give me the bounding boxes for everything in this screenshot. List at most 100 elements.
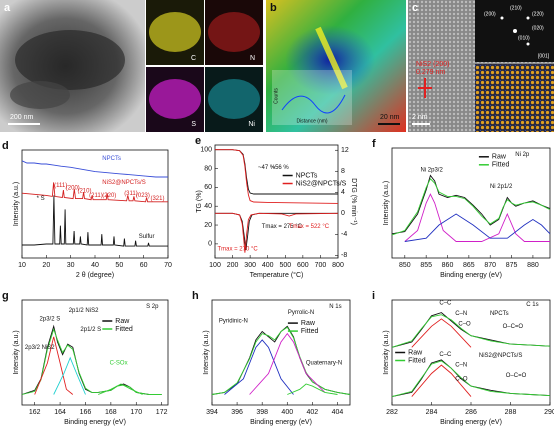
annotation: (220) xyxy=(102,193,116,199)
map-signal xyxy=(208,79,260,119)
x-tick-label: 10 xyxy=(18,262,26,269)
plot-frame xyxy=(21,299,169,406)
x-tick-label: 166 xyxy=(80,409,92,416)
inset xyxy=(272,70,352,125)
annotation: Tmax = 275 °C xyxy=(262,224,303,230)
y2-tick-label: 4 xyxy=(341,189,345,196)
annotation: C–C xyxy=(439,301,452,307)
annotation: NPCTs xyxy=(490,311,509,317)
x-tick-label: 875 xyxy=(506,262,518,269)
annotation: Pyrrolic-N xyxy=(288,310,314,316)
fft-label: (200) xyxy=(484,11,496,17)
series-line xyxy=(411,364,472,397)
panel-label: i xyxy=(372,290,375,302)
panel-c: NiS2 (200) 0.279 nm (200) (210) (220) (0… xyxy=(408,0,554,132)
x-tick-label: 300 xyxy=(244,262,256,269)
x-tick-label: 870 xyxy=(484,262,496,269)
chart: i 282 284 286 288 290 Binding energy (eV) Inten… xyxy=(372,290,554,426)
annotation: O–C=O xyxy=(506,373,527,379)
annotation: ~56 % xyxy=(272,165,290,171)
series-line xyxy=(21,160,168,178)
series-line xyxy=(391,314,551,348)
annotation: (311) xyxy=(124,191,138,197)
series-line xyxy=(391,178,551,236)
tube xyxy=(15,30,125,90)
lattice-inset xyxy=(475,64,554,132)
x-tick-label: 394 xyxy=(206,409,218,416)
y-tick-label: 80 xyxy=(204,165,212,172)
scale-text: 2 nm xyxy=(412,114,428,121)
series-line xyxy=(404,213,551,242)
fft-spot xyxy=(500,16,504,20)
annotation: C-SOx xyxy=(110,361,128,367)
series-line xyxy=(98,383,143,395)
annotation: N 1s xyxy=(329,304,341,310)
scale-text: 200 nm xyxy=(10,114,34,121)
legend-label: NiS2@NPCTs/S xyxy=(296,180,347,187)
annotation: C–C xyxy=(439,352,452,358)
annotation: NiS2@NPCTs/S xyxy=(102,180,145,186)
x-tick-label: 860 xyxy=(442,262,454,269)
x-axis-title: Binding energy (eV) xyxy=(440,272,502,279)
x-tick-label: 200 xyxy=(227,262,239,269)
panel-label: c xyxy=(412,2,418,14)
panel-label: e xyxy=(195,135,201,147)
inset-y: Counts xyxy=(273,88,279,104)
x-tick-label: 164 xyxy=(54,409,66,416)
series-line xyxy=(21,182,168,203)
annotation: 2p1/2 NiS2 xyxy=(69,308,99,314)
x-tick-label: 404 xyxy=(332,409,344,416)
y-tick-label: 20 xyxy=(204,222,212,229)
fft-spot xyxy=(513,29,517,33)
y2-tick-label: 0 xyxy=(341,210,345,217)
annotation: * S xyxy=(37,196,45,202)
annotation: 2p1/2 S xyxy=(80,327,101,333)
x-tick-label: 162 xyxy=(29,409,41,416)
series-line xyxy=(411,318,472,348)
map-label: C xyxy=(191,55,196,62)
map-signal xyxy=(208,12,260,52)
y2-axis-title: DTG (% min⁻¹) xyxy=(350,178,357,225)
x-axis-title: Temperature (°C) xyxy=(250,271,304,279)
y-tick-label: 100 xyxy=(200,147,212,154)
x-tick-label: 282 xyxy=(386,409,398,416)
annotation: Pyridinic-N xyxy=(219,319,248,325)
panel-label: a xyxy=(4,2,11,14)
series-line xyxy=(391,312,551,348)
zone-axis: [001] xyxy=(538,53,550,59)
series-line xyxy=(391,359,551,398)
annotation: C–O xyxy=(455,376,468,382)
map-signal xyxy=(149,79,201,119)
plot-frame xyxy=(214,144,339,259)
map-label: S xyxy=(191,121,196,128)
legend-label: Fitted xyxy=(408,357,426,364)
tube xyxy=(10,81,70,109)
x-tick-label: 700 xyxy=(315,262,327,269)
fft-label: (210) xyxy=(510,5,522,11)
panel-label: g xyxy=(2,290,9,302)
legend-label: Raw xyxy=(115,318,130,325)
legend-label: Raw xyxy=(408,349,423,356)
x-tick-label: 288 xyxy=(505,409,517,416)
y2-tick-label: 8 xyxy=(341,168,345,175)
legend-label: Raw xyxy=(301,320,316,327)
x-tick-label: 402 xyxy=(307,409,319,416)
x-axis-title: 2 θ (degree) xyxy=(76,272,114,279)
annotation: (023) xyxy=(136,193,150,199)
panel-a: 200 nm a C N S Ni xyxy=(0,0,263,132)
x-tick-label: 284 xyxy=(426,409,438,416)
y-axis-title: Intensity (a.u.) xyxy=(383,330,390,374)
y-tick-label: 40 xyxy=(204,203,212,210)
annotation: (211) xyxy=(89,193,103,199)
fft-label: (020) xyxy=(532,25,544,31)
annotation: Ni 2p3/2 xyxy=(420,168,443,174)
legend-label: Fitted xyxy=(115,326,133,333)
fft-label: (220) xyxy=(532,11,544,17)
x-tick-label: 100 xyxy=(209,262,221,269)
panel-b: Counts Distance (nm) 20 nm b xyxy=(266,0,406,132)
line-scan xyxy=(315,26,348,90)
series-line xyxy=(53,356,86,395)
x-tick-label: 20 xyxy=(42,262,50,269)
annotation: C–O xyxy=(458,322,471,328)
x-tick-label: 60 xyxy=(140,262,148,269)
